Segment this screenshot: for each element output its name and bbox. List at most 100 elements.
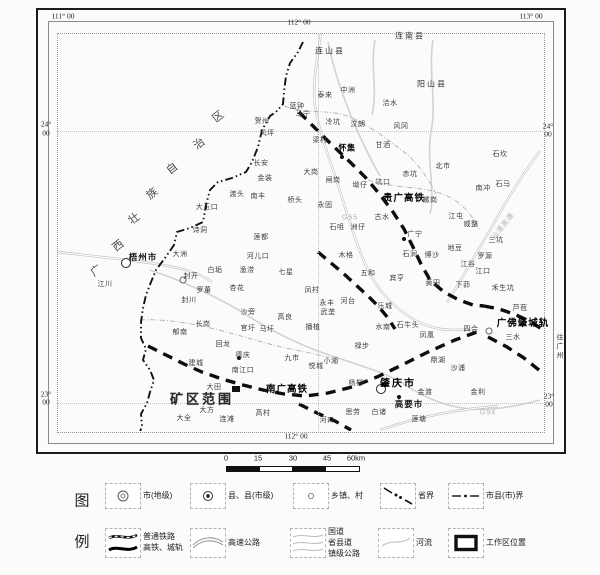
town-label: 禾生坑 [491,285,515,292]
town-label: 汶朗 [350,121,366,128]
town-label: 木格 [338,252,354,259]
city-label: 高要市 [394,399,424,409]
town-label: 水南 [375,324,391,331]
legend-label: 县、县(市级) [228,490,274,500]
town-label: 桥头 [287,197,303,204]
town-label: 石马 [495,181,511,188]
coordinate-label: 111° 00 [51,11,75,21]
graticule-112e [318,33,319,431]
legend-symbol-town [293,483,329,509]
town-label: 梁村 [312,137,328,144]
town-label: 金装 [257,175,273,182]
town-label: 武垄 [320,309,336,316]
town-label: 甘洒 [375,142,391,149]
town-label: 螺岗 [422,197,438,204]
county-label: 连南县 [395,31,425,41]
county-label: 阳山县 [417,79,447,89]
town-label: 芦苞 [512,305,528,312]
town-label: 江屯 [448,213,464,220]
town-label: 黄田 [425,280,441,287]
town-label: 石牛头 [396,322,420,329]
legend-symbol-rails [105,528,141,558]
town-label: 封川 [181,297,197,304]
road-number-label: G94 [479,409,497,417]
coordinate-label: 24° [40,119,52,129]
county-label: 连山县 [315,46,345,56]
city-label: 梧州市 [128,252,158,262]
town-label: 回龙 [215,341,231,348]
map-frame-outer [36,8,566,454]
town-label: 官圩 [240,325,256,332]
town-label: 大田 [206,384,222,391]
legend-title-char: 图 [74,493,90,510]
town-label: 连滩 [219,416,235,423]
town-label: 诗洞 [192,227,208,234]
scale-bar-segment [325,466,360,472]
town-label: 封开 [183,273,199,280]
work-area-marker [232,386,240,392]
coordinate-label: 00 [544,129,552,139]
scale-tick-label: 30 [288,453,298,463]
town-label: 河台 [340,298,356,305]
coordinate-label: 00 [42,397,50,407]
map-frame-mid [48,21,554,444]
town-label: 大玉口 [195,204,219,211]
legend-symbol-county [190,483,226,509]
scale-bar-segment [226,466,261,472]
province-boundary-line [139,41,304,431]
legend-label: 普通铁路 高铁、城轨 [143,532,183,552]
town-label: 马圩 [259,326,275,333]
scale-bar-segment [259,466,294,472]
city-label: 肇庆市 [380,378,416,390]
town-label: 大全 [176,415,192,422]
town-label: 三坑 [488,237,504,244]
town-label: 思劳 [345,409,361,416]
town-label: 杨柳 [348,380,364,387]
town-label: 宾亨 [389,275,405,282]
settlement-symbol [340,155,344,159]
town-label: 罗源 [477,253,493,260]
coordinate-label: 23° [40,389,52,399]
town-label: 广宁 [407,231,423,238]
legend-symbol-cityb [448,483,484,509]
settlement-symbol [485,327,493,335]
railway-name-label: 广佛肇城轨 [496,318,550,329]
railway-nanguang [147,330,478,398]
town-label: 贺州 [254,118,270,125]
town-label: 石咀 [329,224,345,231]
coordinate-label: 112° 00 [287,17,311,27]
town-label: 金利 [470,389,486,396]
town-label: 江谷 [460,261,476,268]
railway-to-guangzhou [487,335,543,377]
railway-name-label: 南广高铁 [265,384,309,395]
legend-symbol-roads [290,528,326,558]
town-label: 北市 [435,163,451,170]
town-label: 冷坑 [325,119,341,126]
coordinate-label: 23° [543,391,555,401]
town-label: 凤村 [304,287,320,294]
town-label: 南丰 [250,193,266,200]
road-number-label: G55 [341,214,359,222]
railways-layer [147,110,543,431]
railway-guangfozhao [483,304,543,331]
town-label: 白诸 [371,409,387,416]
legend-label: 市县(市)界 [486,490,524,500]
settlement-symbol [121,258,131,268]
town-label: 莲塘 [411,416,427,423]
settlement-symbol [237,356,241,360]
town-label: 鼎湖 [430,357,446,364]
town-label: 古水 [374,214,390,221]
town-label: 悦城 [308,363,324,370]
town-label: 建城 [188,360,204,367]
town-label: 三水 [505,334,521,341]
town-label: 石涧 [402,251,418,258]
town-label: 大方 [199,407,215,414]
town-label: 长安 [253,160,269,167]
town-label: 南江口 [231,367,255,374]
town-label: 高良 [277,314,293,321]
town-label: 小湘 [323,358,339,365]
legend-symbol-river [378,528,414,558]
scale-tick-label: 0 [223,453,229,463]
town-label: 七星 [278,269,294,276]
